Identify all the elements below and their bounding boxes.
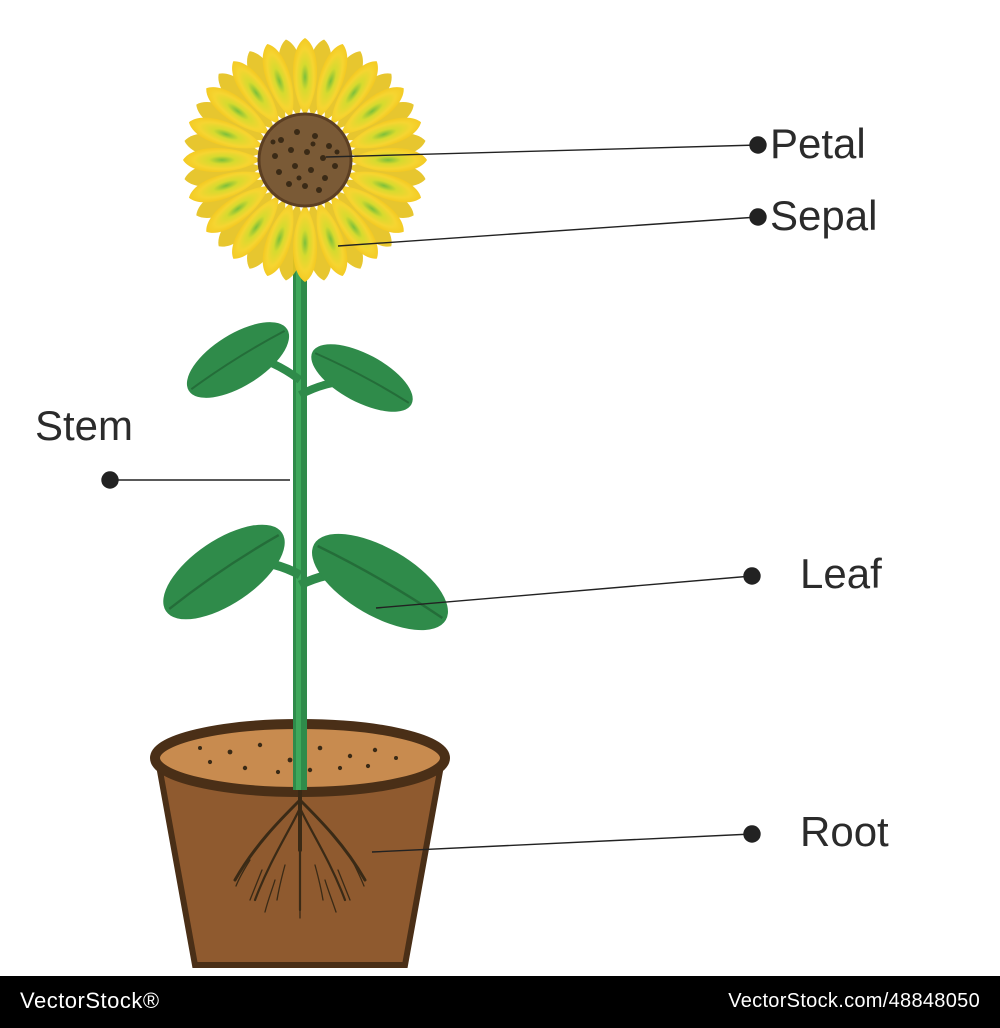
label-leaf: Leaf [800, 550, 882, 598]
label-stem: Stem [35, 402, 133, 450]
footer-brand: VectorStock® [20, 988, 160, 1014]
footer-bar: VectorStock® VectorStock.com/48848050 [0, 976, 1000, 1028]
footer-attribution: VectorStock.com/48848050 [728, 990, 980, 1013]
diagram-canvas: Petal Sepal Stem Leaf Root VectorStock® … [0, 0, 1000, 1028]
label-petal: Petal [770, 120, 866, 168]
label-root: Root [800, 808, 889, 856]
label-sepal: Sepal [770, 192, 877, 240]
flower [183, 38, 428, 283]
